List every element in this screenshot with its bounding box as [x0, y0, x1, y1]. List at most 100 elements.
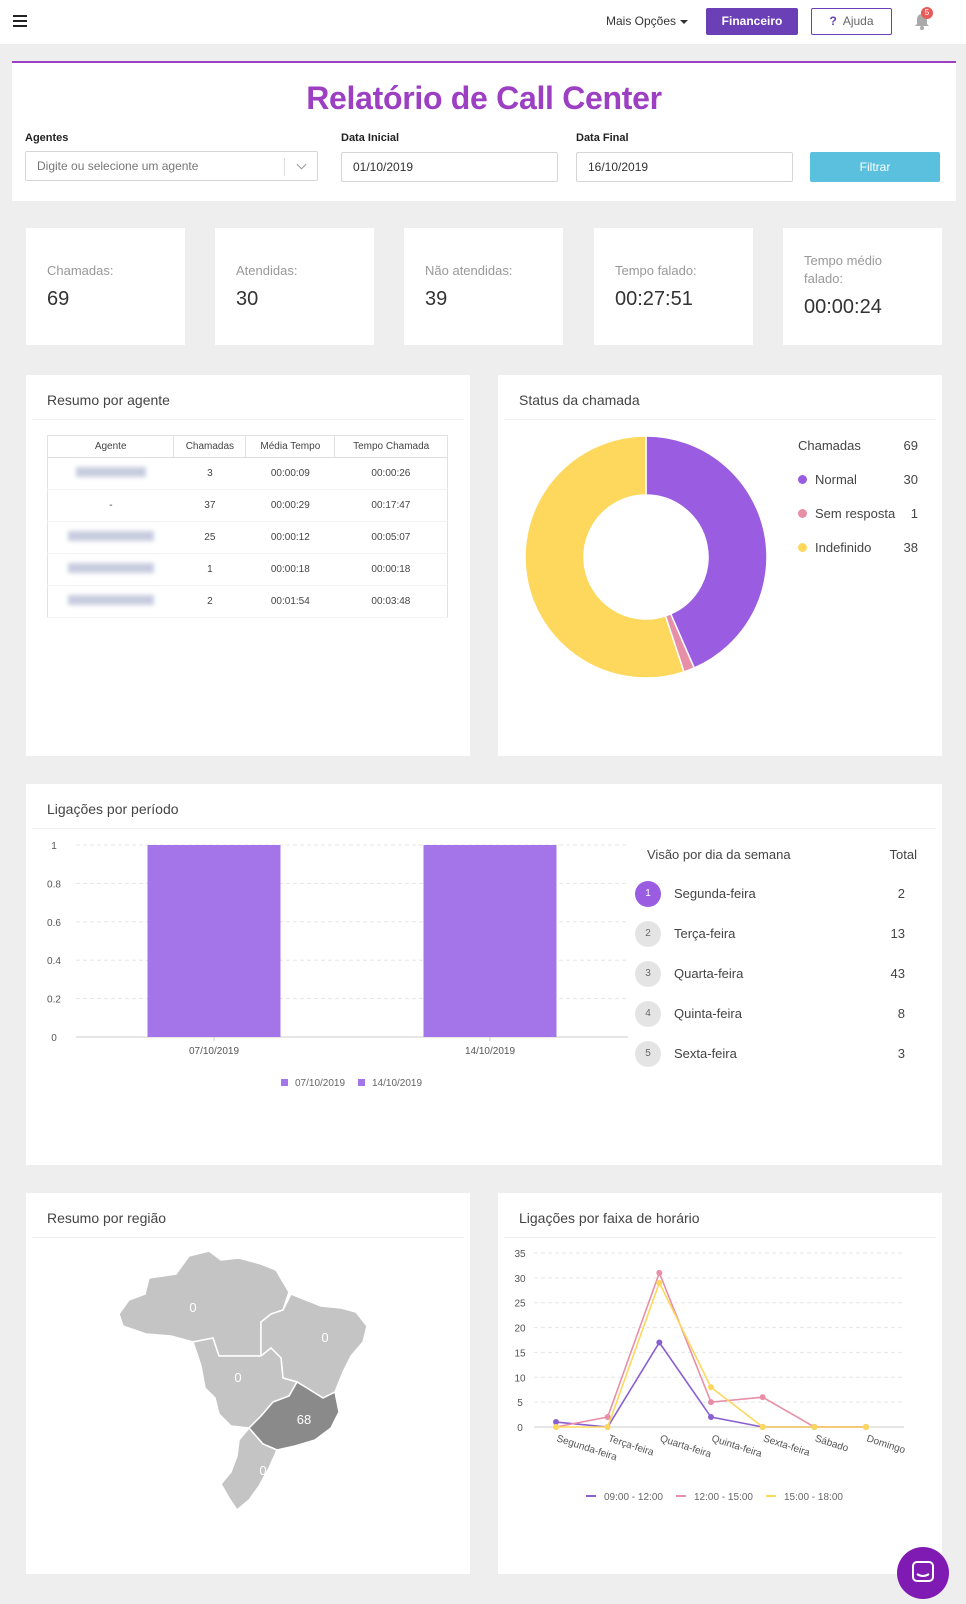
data-point[interactable]: [656, 1339, 663, 1346]
blurred-agent-name: [67, 563, 154, 573]
stat-value: 39: [425, 288, 448, 310]
donut-slice-indefinido[interactable]: [524, 435, 685, 679]
agent-cell: [47, 553, 174, 586]
legend-label: Normal: [815, 472, 857, 487]
region-value-nordeste: 0: [321, 1330, 328, 1345]
data-point[interactable]: [656, 1279, 663, 1286]
y-tick-label: 0: [51, 1033, 57, 1044]
weekday-row: 4 Quinta-feira 8: [635, 1001, 905, 1027]
weekday-name: Sexta-feira: [674, 1046, 737, 1061]
weekday-total: 8: [897, 1006, 905, 1021]
total-time-cell: 00:00:26: [334, 457, 448, 490]
data-point[interactable]: [708, 1399, 714, 1406]
stat-card-talk-time: Tempo falado: 00:27:51: [594, 228, 753, 345]
column-header[interactable]: Agente: [47, 435, 175, 458]
notification-badge: 5: [921, 7, 933, 19]
divider: [32, 828, 936, 829]
column-header[interactable]: Chamadas: [173, 435, 247, 458]
data-point[interactable]: [656, 1269, 663, 1276]
divider: [32, 419, 464, 420]
data-point[interactable]: [708, 1384, 714, 1391]
data-point[interactable]: [553, 1419, 559, 1426]
data-point[interactable]: [604, 1424, 611, 1430]
help-button[interactable]: ? Ajuda: [811, 8, 892, 35]
legend-label[interactable]: 15:00 - 18:00: [784, 1492, 843, 1503]
total-time-cell: 00:17:47: [334, 489, 448, 522]
stat-value: 00:00:24: [804, 296, 882, 318]
agent-cell: [47, 521, 174, 554]
legend-value: 38: [903, 540, 918, 555]
panel-title: Ligações por faixa de horário: [519, 1210, 700, 1226]
weekday-row: 3 Quarta-feira 43: [635, 961, 905, 987]
blurred-agent-name: [67, 531, 154, 541]
region-value-sudeste: 68: [297, 1412, 311, 1427]
agent-select[interactable]: Digite ou selecione um agente: [25, 151, 318, 181]
region-sul[interactable]: [220, 1426, 278, 1512]
data-point[interactable]: [811, 1424, 818, 1430]
x-tick-label: Quarta-feira: [658, 1433, 713, 1460]
divider: [504, 1237, 936, 1238]
call-status-panel: Status da chamada Chamadas 69 Normal 30 …: [498, 375, 942, 756]
filter-button[interactable]: Filtrar: [810, 152, 940, 182]
y-tick-label: 15: [514, 1348, 526, 1359]
stat-card-answered: Atendidas: 30: [215, 228, 374, 345]
region-value-centro-oeste: 0: [234, 1370, 241, 1385]
table-row: 25 00:00:12 00:05:07: [47, 521, 448, 554]
legend-item-undefined[interactable]: Indefinido 38: [798, 540, 918, 555]
y-tick-label: 0.8: [47, 879, 61, 890]
data-point[interactable]: [553, 1424, 559, 1430]
menu-icon[interactable]: [13, 15, 27, 27]
legend-label[interactable]: 07/10/2019: [295, 1078, 345, 1089]
x-tick-label: Sexta-feira: [762, 1433, 812, 1459]
donut-slice-normal[interactable]: [645, 435, 768, 669]
column-header[interactable]: Tempo Chamada: [334, 435, 448, 458]
table-row: 1 00:00:18 00:00:18: [47, 553, 448, 586]
total-time-cell: 00:03:48: [334, 585, 448, 618]
calls-cell: 3: [173, 457, 246, 490]
legend-label[interactable]: 12:00 - 15:00: [694, 1492, 753, 1503]
legend-label[interactable]: 14/10/2019: [372, 1078, 422, 1089]
agent-table: Agente Chamadas Média Tempo Tempo Chamad…: [47, 435, 448, 618]
stat-card-avg-talk-time: Tempo médio falado: 00:00:24: [783, 228, 942, 345]
more-options-dropdown[interactable]: Mais Opções: [606, 14, 689, 28]
end-date-input[interactable]: 16/10/2019: [576, 152, 793, 182]
x-tick-label: Sábado: [813, 1433, 850, 1454]
legend-swatch: [281, 1079, 288, 1086]
y-tick-label: 0.2: [47, 995, 61, 1006]
column-header[interactable]: Média Tempo: [245, 435, 336, 458]
legend-header-total: 69: [903, 438, 918, 453]
weekday-total: 13: [890, 926, 905, 941]
legend-label[interactable]: 09:00 - 12:00: [604, 1492, 663, 1503]
weekday-rank: 1: [635, 881, 661, 907]
chevron-down-icon: [296, 159, 307, 170]
legend-item-no-answer[interactable]: Sem resposta 1: [798, 506, 918, 521]
data-point[interactable]: [759, 1424, 766, 1430]
data-point[interactable]: [708, 1414, 714, 1421]
data-point[interactable]: [863, 1424, 869, 1430]
weekday-name: Segunda-feira: [674, 886, 756, 901]
avg-time-cell: 00:00:12: [245, 521, 335, 554]
chat-launcher-button[interactable]: [897, 1547, 949, 1599]
agents-label: Agentes: [25, 132, 69, 144]
financeiro-button[interactable]: Financeiro: [706, 8, 798, 35]
panel-title: Ligações por período: [47, 801, 179, 817]
question-icon: ?: [829, 14, 837, 28]
table-header-row: Agente Chamadas Média Tempo Tempo Chamad…: [47, 435, 448, 458]
series-line[interactable]: [556, 1280, 866, 1428]
select-divider: [284, 158, 285, 176]
start-date-input[interactable]: 01/10/2019: [341, 152, 558, 182]
region-sudeste[interactable]: [247, 1380, 340, 1451]
data-point[interactable]: [759, 1394, 766, 1401]
y-tick-label: 35: [514, 1249, 526, 1260]
legend-item-normal[interactable]: Normal 30: [798, 472, 918, 487]
avg-time-cell: 00:00:09: [245, 457, 335, 490]
filter-panel: Relatório de Call Center Agentes Digite …: [12, 61, 956, 201]
x-tick-label: 07/10/2019: [189, 1046, 239, 1057]
agent-cell: [47, 457, 174, 490]
bar[interactable]: [423, 845, 557, 1037]
agent-select-placeholder: Digite ou selecione um agente: [37, 159, 199, 173]
bar[interactable]: [147, 845, 281, 1037]
weekday-rank: 3: [635, 961, 661, 987]
data-point[interactable]: [604, 1414, 611, 1421]
